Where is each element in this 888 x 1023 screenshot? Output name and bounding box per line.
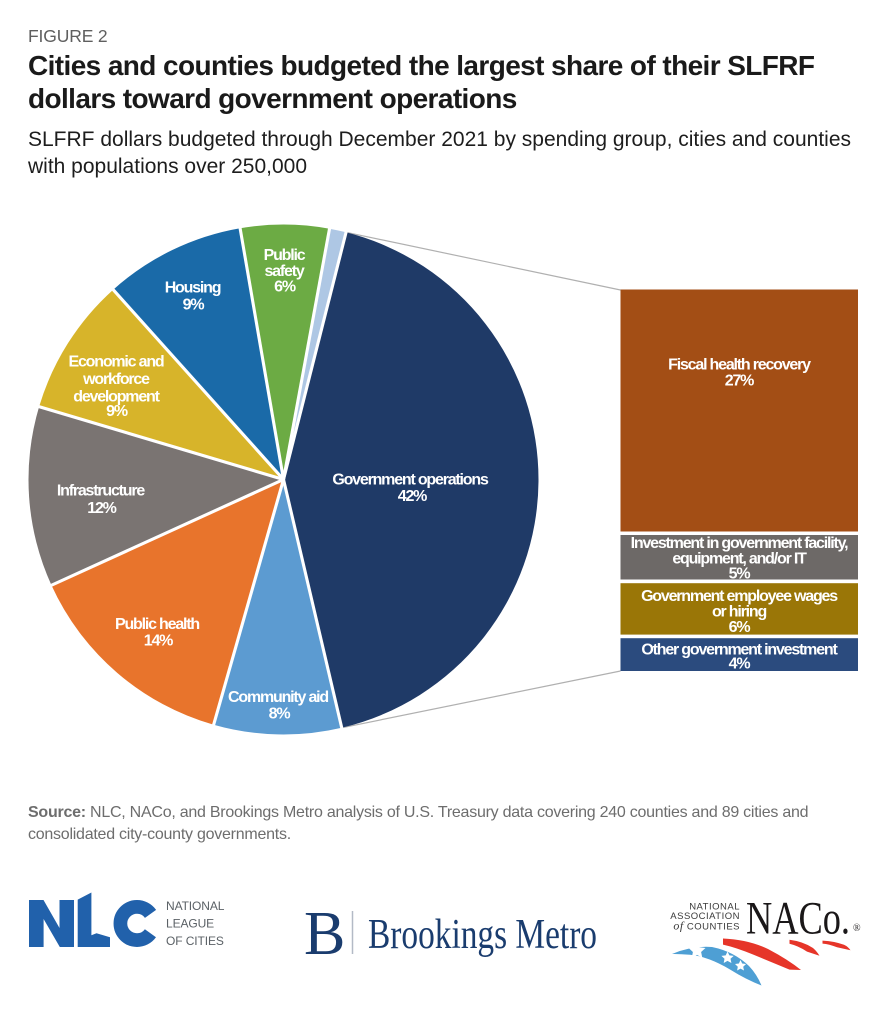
- svg-text:workforce: workforce: [82, 371, 150, 388]
- svg-text:Investment in government facil: Investment in government facility,: [631, 535, 848, 552]
- svg-text:Other government investment: Other government investment: [641, 642, 838, 659]
- svg-text:9%: 9%: [106, 403, 128, 420]
- svg-text:OF CITIES: OF CITIES: [166, 934, 224, 948]
- svg-text:Government operations: Government operations: [332, 472, 489, 489]
- svg-text:27%: 27%: [725, 373, 754, 390]
- svg-text:or hiring: or hiring: [712, 604, 767, 621]
- svg-text:9%: 9%: [183, 297, 205, 314]
- svg-text:NATIONAL: NATIONAL: [689, 902, 740, 913]
- svg-text:Public: Public: [264, 247, 306, 264]
- svg-text:safety: safety: [264, 263, 304, 280]
- svg-text:42%: 42%: [398, 488, 427, 505]
- svg-text:14%: 14%: [144, 633, 173, 650]
- svg-text:8%: 8%: [269, 706, 291, 723]
- svg-text:LEAGUE: LEAGUE: [166, 917, 214, 931]
- svg-text:B: B: [304, 900, 345, 965]
- svg-text:Government employee wages: Government employee wages: [641, 588, 838, 605]
- svg-text:12%: 12%: [87, 500, 116, 517]
- svg-text:Housing: Housing: [165, 280, 221, 297]
- svg-text:Economic and: Economic and: [69, 354, 164, 371]
- svg-text:®: ®: [853, 923, 861, 934]
- svg-text:NATIONAL: NATIONAL: [166, 899, 225, 913]
- svg-text:Fiscal health recovery: Fiscal health recovery: [668, 357, 811, 374]
- svg-text:equipment, and/or IT: equipment, and/or IT: [672, 551, 807, 568]
- svg-text:6%: 6%: [274, 279, 296, 296]
- svg-text:Public health: Public health: [115, 616, 199, 633]
- svg-text:4%: 4%: [729, 656, 751, 673]
- svg-text:Infrastructure: Infrastructure: [57, 483, 146, 500]
- svg-text:of COUNTIES: of COUNTIES: [673, 919, 740, 933]
- svg-text:development: development: [73, 389, 160, 406]
- svg-text:ASSOCIATION: ASSOCIATION: [670, 911, 740, 922]
- svg-text:Brookings Metro: Brookings Metro: [368, 912, 597, 958]
- svg-text:NACo.: NACo.: [746, 895, 850, 945]
- svg-text:6%: 6%: [729, 619, 751, 636]
- svg-text:Community aid: Community aid: [228, 689, 328, 706]
- svg-text:5%: 5%: [729, 566, 751, 583]
